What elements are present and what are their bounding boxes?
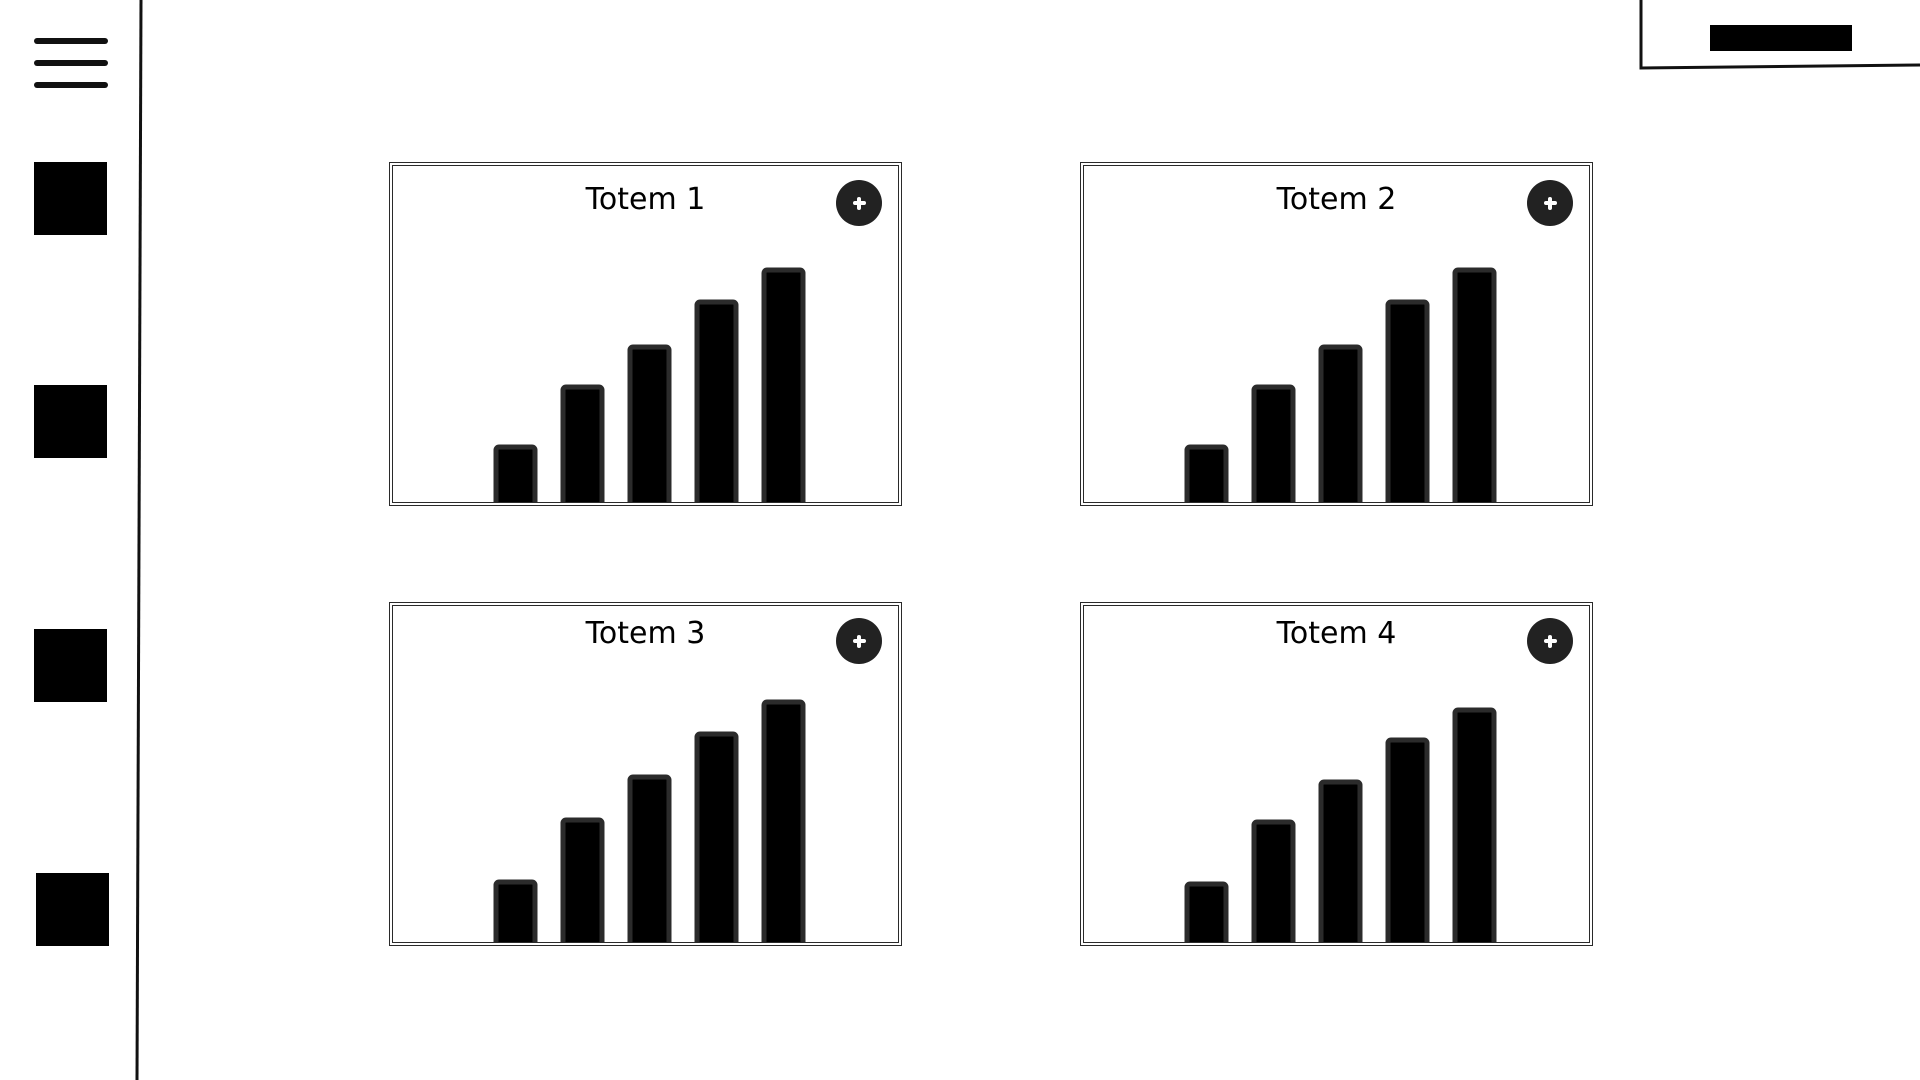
add-icon[interactable] (1527, 180, 1573, 226)
totem-card-2: Totem 2 (1080, 162, 1593, 506)
bar (493, 444, 538, 502)
bar (1318, 779, 1363, 942)
bar (1184, 444, 1229, 502)
add-icon[interactable] (836, 180, 882, 226)
header-action-button[interactable] (1710, 25, 1852, 51)
bar (1318, 344, 1363, 502)
totem-card-1: Totem 1 (389, 162, 902, 506)
bar (694, 731, 739, 942)
hamburger-menu-icon[interactable] (34, 36, 110, 92)
bar (1452, 707, 1497, 942)
bar (694, 299, 739, 502)
bar (560, 817, 605, 942)
sidebar-item-4[interactable] (36, 873, 109, 946)
totem-card-3: Totem 3 (389, 602, 902, 946)
sidebar-item-3[interactable] (34, 629, 107, 702)
sidebar-item-1[interactable] (34, 162, 107, 235)
card-title: Totem 1 (585, 182, 706, 217)
bar (1251, 819, 1296, 942)
bar (761, 267, 806, 502)
bar-chart (493, 267, 806, 502)
add-icon[interactable] (836, 618, 882, 664)
bar (1251, 384, 1296, 502)
bar-chart (1184, 707, 1497, 942)
card-title: Totem 4 (1276, 616, 1397, 651)
bar (627, 344, 672, 502)
bar (493, 879, 538, 942)
bar (761, 699, 806, 942)
add-icon[interactable] (1527, 618, 1573, 664)
header-panel (1639, 0, 1920, 70)
totem-card-4: Totem 4 (1080, 602, 1593, 946)
sidebar-item-2[interactable] (34, 385, 107, 458)
bar (627, 774, 672, 942)
bar-chart (1184, 267, 1497, 502)
bar (1385, 299, 1430, 502)
card-title: Totem 2 (1276, 182, 1397, 217)
bar (560, 384, 605, 502)
card-title: Totem 3 (585, 616, 706, 651)
bar-chart (493, 699, 806, 942)
bar (1385, 737, 1430, 942)
bar (1452, 267, 1497, 502)
bar (1184, 881, 1229, 942)
